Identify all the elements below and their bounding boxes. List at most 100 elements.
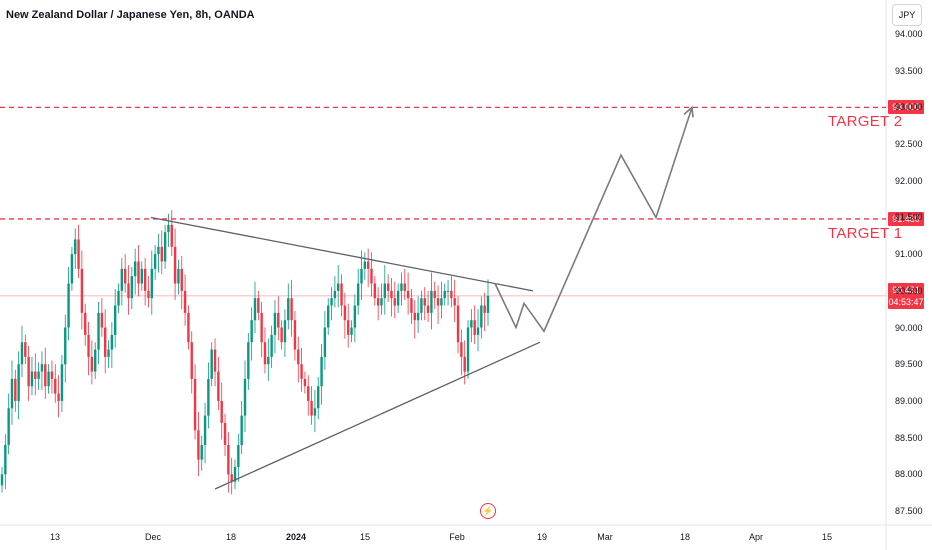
candle-body <box>187 312 190 343</box>
candle-body <box>34 371 37 379</box>
candle-body <box>400 283 403 291</box>
candle-body <box>333 290 337 299</box>
currency-button[interactable]: JPY <box>892 4 922 26</box>
candle-body <box>340 283 343 306</box>
y-tick-label: 89.000 <box>895 395 923 406</box>
candle-body <box>180 268 183 291</box>
candle-body <box>193 378 197 431</box>
candle-body <box>220 400 223 423</box>
candle-body <box>390 290 393 299</box>
candle-body <box>87 334 90 357</box>
candle-body <box>463 356 466 372</box>
candle-body <box>163 232 167 262</box>
candle-body <box>303 378 307 387</box>
candle-body <box>353 305 357 328</box>
candle-body <box>473 320 476 335</box>
candle-body <box>470 320 473 328</box>
y-tick-label: 92.500 <box>895 139 923 150</box>
y-tick-label: 88.000 <box>895 469 923 480</box>
candle-body <box>130 276 134 299</box>
target-2-label: TARGET 2 <box>828 113 903 130</box>
candle-body <box>257 298 260 313</box>
candle-body <box>203 415 207 445</box>
y-tick-label: 87.500 <box>895 506 923 516</box>
candle-body <box>217 371 220 401</box>
candle-body <box>157 246 160 255</box>
candle-body <box>386 283 390 291</box>
candle-body <box>210 349 213 379</box>
candle-body <box>227 444 230 475</box>
candle-body <box>197 430 200 460</box>
y-tick-label: 91.000 <box>895 249 923 260</box>
candle-body <box>320 356 323 387</box>
x-tick-label: 15 <box>359 532 371 542</box>
candle-body <box>426 305 430 313</box>
candle-body <box>14 378 17 401</box>
target-2-price-tag: 93.000 <box>888 100 924 115</box>
chart-title: New Zealand Dollar / Japanese Yen, 8h, O… <box>6 9 255 21</box>
current-price-tag: 90.431 04:53:47 <box>888 282 924 309</box>
candle-body <box>380 298 383 306</box>
candle-body <box>253 298 257 321</box>
candle-body <box>420 298 423 313</box>
candle-body <box>240 415 243 445</box>
candle-body <box>150 268 153 299</box>
candle-body <box>453 298 456 306</box>
candle-body <box>90 356 94 372</box>
candle-body <box>300 364 303 379</box>
candle-body <box>94 349 97 372</box>
candle-body <box>346 320 350 335</box>
candle-body <box>323 327 327 357</box>
candle-body <box>363 261 367 269</box>
candle-body <box>0 474 4 486</box>
candle-body <box>413 312 416 321</box>
candle-body <box>80 268 84 313</box>
candle-body <box>293 320 297 350</box>
current-price-value: 90.431 <box>892 284 920 295</box>
y-tick-label: 90.500 <box>895 285 923 296</box>
candle-body <box>103 327 107 357</box>
candle-body <box>247 342 250 379</box>
y-tick-label: 88.500 <box>895 432 923 443</box>
candle-body <box>167 224 170 233</box>
y-tick-label: 89.500 <box>895 359 923 370</box>
candle-body <box>250 320 253 343</box>
candle-body <box>230 474 233 482</box>
candle-body <box>280 327 283 343</box>
candle-body <box>450 290 453 299</box>
x-tick-label: Dec <box>144 532 162 542</box>
candle-body <box>183 290 187 313</box>
candle-body <box>370 268 373 284</box>
candle-body <box>273 312 277 335</box>
candle-body <box>153 254 157 269</box>
candle-body <box>446 290 450 292</box>
candle-body <box>283 320 287 343</box>
candle-body <box>436 298 440 306</box>
candle-body <box>327 305 330 328</box>
candle-body <box>160 246 163 262</box>
candle-body <box>317 386 320 409</box>
projection-arrow-head <box>683 105 694 118</box>
candle-body <box>460 342 463 357</box>
candle-body <box>270 334 273 357</box>
x-tick-label: 18 <box>679 532 691 542</box>
y-tick-label: 94.000 <box>895 29 923 39</box>
candle-body <box>113 305 117 335</box>
candle-body <box>173 246 177 284</box>
candle-body <box>297 349 300 365</box>
candle-body <box>40 364 44 372</box>
candle-body <box>396 290 400 306</box>
candle-body <box>200 444 203 460</box>
lightning-icon[interactable]: ⚡ <box>480 503 496 519</box>
candle-body <box>67 283 70 328</box>
projection-path <box>494 107 693 333</box>
x-tick-label: 13 <box>49 532 61 542</box>
triangle-lower-line <box>214 341 541 490</box>
candle-body <box>47 371 50 387</box>
candle-body <box>24 342 27 357</box>
candle-body <box>237 444 240 467</box>
candle-body <box>133 261 137 277</box>
candle-body <box>343 305 347 321</box>
candle-body <box>97 312 100 350</box>
